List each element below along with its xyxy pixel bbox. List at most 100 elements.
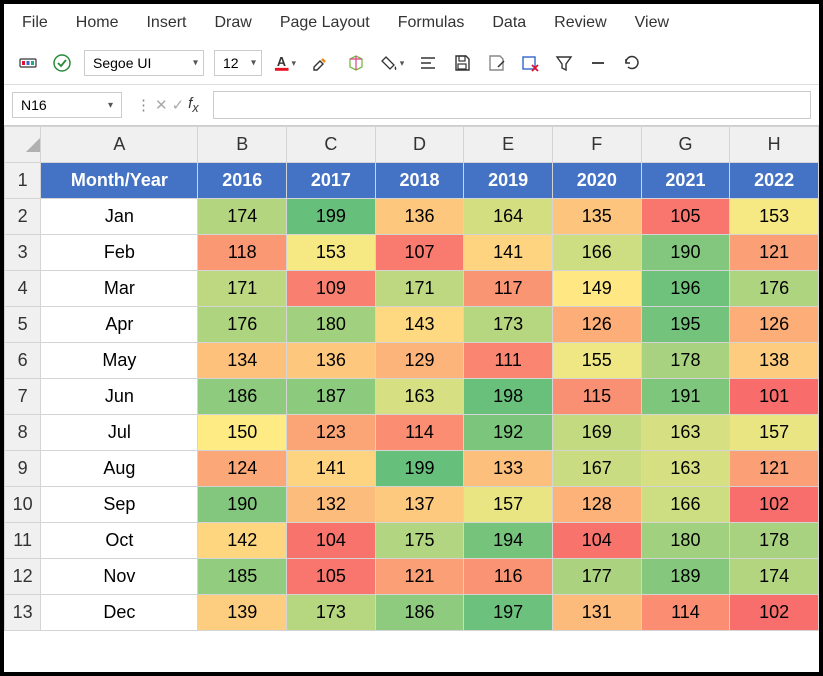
row-header-1[interactable]: 1 [5, 163, 41, 199]
data-cell[interactable]: 134 [198, 343, 287, 379]
data-cell[interactable]: 123 [287, 415, 376, 451]
data-cell[interactable]: 197 [464, 595, 553, 631]
data-cell[interactable]: 126 [552, 307, 641, 343]
data-cell[interactable]: 166 [552, 235, 641, 271]
font-color-icon[interactable]: A▾ [272, 51, 296, 75]
col-header-D[interactable]: D [375, 127, 464, 163]
data-cell[interactable]: 199 [375, 451, 464, 487]
data-cell[interactable]: 114 [375, 415, 464, 451]
data-cell[interactable]: 163 [641, 415, 730, 451]
formula-input[interactable] [213, 91, 811, 119]
data-cell[interactable]: 171 [198, 271, 287, 307]
clear-filter-icon[interactable] [518, 51, 542, 75]
data-cell[interactable]: 107 [375, 235, 464, 271]
month-cell[interactable]: Oct [41, 523, 198, 559]
data-cell[interactable]: 180 [641, 523, 730, 559]
more-icon[interactable]: ⋮ [136, 96, 151, 114]
data-cell[interactable]: 102 [730, 487, 819, 523]
data-cell[interactable]: 164 [464, 199, 553, 235]
menu-formulas[interactable]: Formulas [398, 14, 465, 32]
data-cell[interactable]: 104 [287, 523, 376, 559]
month-cell[interactable]: Apr [41, 307, 198, 343]
data-cell[interactable]: 174 [198, 199, 287, 235]
cancel-icon[interactable]: ✕ [155, 96, 168, 114]
month-cell[interactable]: Dec [41, 595, 198, 631]
menu-view[interactable]: View [635, 14, 669, 32]
data-cell[interactable]: 163 [641, 451, 730, 487]
data-cell[interactable]: 116 [464, 559, 553, 595]
data-cell[interactable]: 141 [287, 451, 376, 487]
data-cell[interactable]: 101 [730, 379, 819, 415]
menu-home[interactable]: Home [76, 14, 119, 32]
month-cell[interactable]: Nov [41, 559, 198, 595]
data-cell[interactable]: 180 [287, 307, 376, 343]
row-header-6[interactable]: 6 [5, 343, 41, 379]
data-cell[interactable]: 117 [464, 271, 553, 307]
data-cell[interactable]: 166 [641, 487, 730, 523]
data-cell[interactable]: 186 [375, 595, 464, 631]
data-cell[interactable]: 163 [375, 379, 464, 415]
data-cell[interactable]: 173 [287, 595, 376, 631]
data-cell[interactable]: 190 [641, 235, 730, 271]
data-cell[interactable]: 133 [464, 451, 553, 487]
data-cell[interactable]: 138 [730, 343, 819, 379]
data-cell[interactable]: 131 [552, 595, 641, 631]
data-cell[interactable]: 199 [287, 199, 376, 235]
data-cell[interactable]: 153 [287, 235, 376, 271]
row-header-10[interactable]: 10 [5, 487, 41, 523]
data-cell[interactable]: 115 [552, 379, 641, 415]
accept-icon[interactable]: ✓ [172, 96, 185, 114]
fx-icon[interactable]: fx [188, 95, 198, 115]
save-as-icon[interactable] [484, 51, 508, 75]
font-size-select[interactable]: 12 [214, 50, 262, 76]
data-cell[interactable]: 136 [375, 199, 464, 235]
data-cell[interactable]: 173 [464, 307, 553, 343]
data-cell[interactable]: 121 [375, 559, 464, 595]
header-cell[interactable]: 2018 [375, 163, 464, 199]
data-cell[interactable]: 142 [198, 523, 287, 559]
data-cell[interactable]: 157 [464, 487, 553, 523]
data-cell[interactable]: 177 [552, 559, 641, 595]
header-cell[interactable]: 2016 [198, 163, 287, 199]
data-cell[interactable]: 192 [464, 415, 553, 451]
save-icon[interactable] [450, 51, 474, 75]
data-cell[interactable]: 124 [198, 451, 287, 487]
data-cell[interactable]: 174 [730, 559, 819, 595]
col-header-H[interactable]: H [730, 127, 819, 163]
data-cell[interactable]: 128 [552, 487, 641, 523]
select-all-corner[interactable] [5, 127, 41, 163]
data-cell[interactable]: 187 [287, 379, 376, 415]
data-cell[interactable]: 141 [464, 235, 553, 271]
month-cell[interactable]: Jan [41, 199, 198, 235]
data-cell[interactable]: 150 [198, 415, 287, 451]
data-cell[interactable]: 191 [641, 379, 730, 415]
data-cell[interactable]: 104 [552, 523, 641, 559]
data-cell[interactable]: 190 [198, 487, 287, 523]
data-cell[interactable]: 139 [198, 595, 287, 631]
data-cell[interactable]: 135 [552, 199, 641, 235]
menu-insert[interactable]: Insert [146, 14, 186, 32]
header-cell[interactable]: Month/Year [41, 163, 198, 199]
header-cell[interactable]: 2022 [730, 163, 819, 199]
header-cell[interactable]: 2020 [552, 163, 641, 199]
data-cell[interactable]: 169 [552, 415, 641, 451]
col-header-A[interactable]: A [41, 127, 198, 163]
col-header-G[interactable]: G [641, 127, 730, 163]
menu-page-layout[interactable]: Page Layout [280, 14, 370, 32]
row-header-11[interactable]: 11 [5, 523, 41, 559]
data-cell[interactable]: 157 [730, 415, 819, 451]
data-cell[interactable]: 102 [730, 595, 819, 631]
data-cell[interactable]: 198 [464, 379, 553, 415]
row-header-3[interactable]: 3 [5, 235, 41, 271]
col-header-C[interactable]: C [287, 127, 376, 163]
font-name-select[interactable]: Segoe UI [84, 50, 204, 76]
data-cell[interactable]: 189 [641, 559, 730, 595]
col-header-B[interactable]: B [198, 127, 287, 163]
data-cell[interactable]: 153 [730, 199, 819, 235]
data-cell[interactable]: 121 [730, 451, 819, 487]
data-cell[interactable]: 105 [287, 559, 376, 595]
month-cell[interactable]: Mar [41, 271, 198, 307]
month-cell[interactable]: May [41, 343, 198, 379]
data-cell[interactable]: 105 [641, 199, 730, 235]
row-header-8[interactable]: 8 [5, 415, 41, 451]
